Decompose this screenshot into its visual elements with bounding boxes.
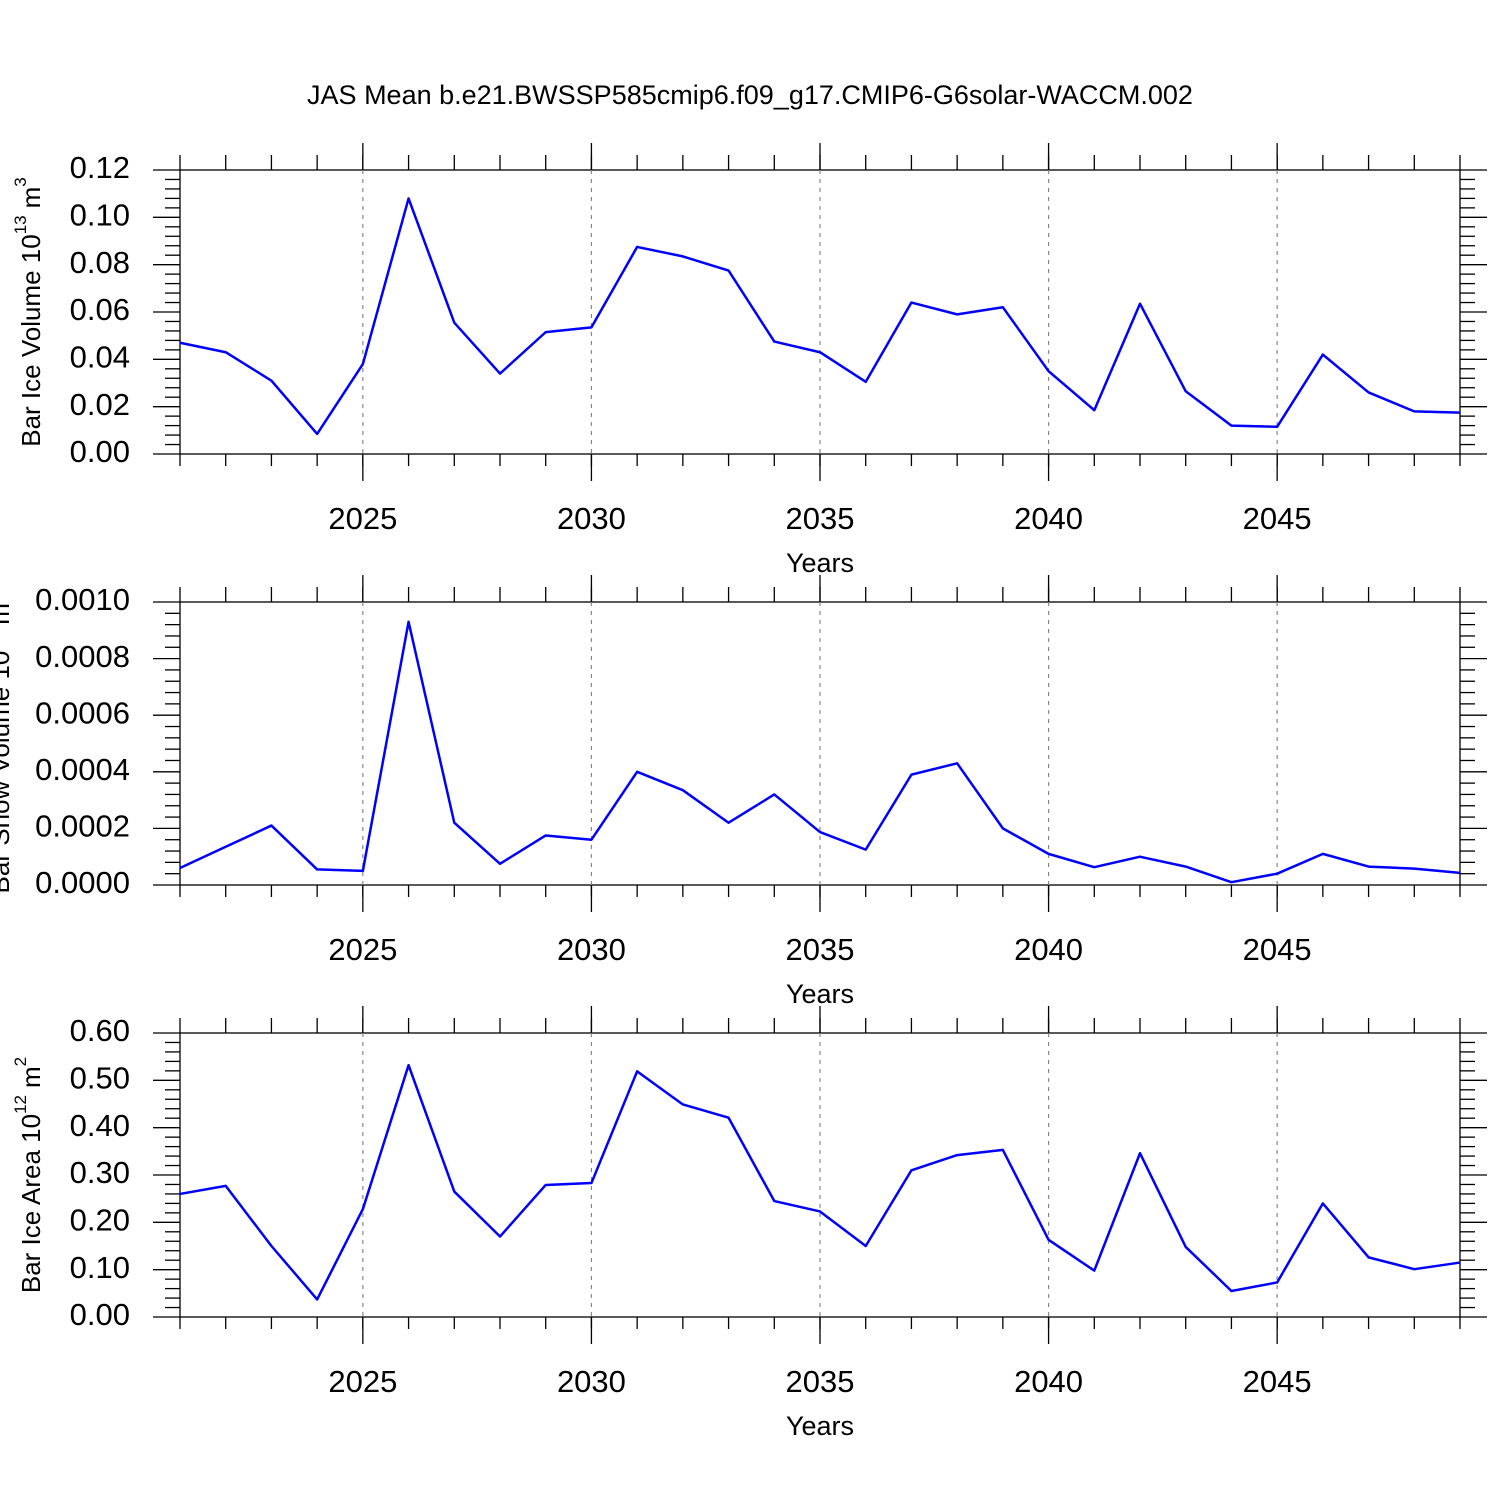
data-line [179,620,1461,884]
y-axis-title: Bar Snow Volume 1013m3 [0,594,15,894]
y-axis-title-unit: m [16,1066,46,1088]
y-tick-label: 0.20 [70,1203,130,1238]
y-tick-label: 0.0008 [35,639,130,674]
y-axis-title-text: Bar Snow Volume 10 [0,651,15,894]
x-tick-label: 2045 [1243,501,1312,536]
y-axis-title-text: Bar Ice Area 10 [16,1114,46,1293]
data-line [179,1063,1461,1301]
x-tick-label: 2045 [1243,932,1312,967]
y-tick-label: 0.10 [70,198,130,233]
y-tick-label: 0.06 [70,292,130,327]
y-axis-title-unit: m [16,187,46,209]
x-axis-title: Years [786,1411,854,1441]
y-tick-label: 0.50 [70,1061,130,1096]
x-axis-title: Years [786,548,854,578]
data-line [179,197,1461,436]
x-tick-label: 2035 [786,932,855,967]
y-axis-title: Bar Ice Volume 1013 m3 [11,177,45,447]
y-axis-title-unit-exponent: 3 [11,177,30,186]
y-axis-title-text: Bar Ice Volume 10 [16,234,46,446]
y-tick-label: 0.30 [70,1155,130,1190]
y-tick-label: 0.08 [70,245,130,280]
y-tick-label: 0.0000 [35,865,130,900]
y-tick-label: 0.0006 [35,695,130,730]
x-tick-label: 2035 [786,501,855,536]
y-axis-title-exponent: 13 [11,215,30,234]
chart-title: JAS Mean b.e21.BWSSP585cmip6.f09_g17.CMI… [307,80,1193,110]
y-tick-label: 0.00 [70,434,130,469]
x-tick-label: 2025 [328,1364,397,1399]
y-axis-title: Bar Ice Area 1012 m2 [11,1057,45,1293]
y-axis-title-unit-exponent: 2 [11,1057,30,1066]
y-tick-label: 0.0004 [35,752,130,787]
y-axis-title-exponent: 12 [11,1095,30,1114]
x-tick-label: 2030 [557,501,626,536]
x-tick-label: 2045 [1243,1364,1312,1399]
x-tick-label: 2040 [1014,501,1083,536]
x-tick-label: 2030 [557,1364,626,1399]
x-tick-label: 2025 [328,932,397,967]
x-tick-label: 2030 [557,932,626,967]
x-axis-title: Years [786,979,854,1009]
y-tick-label: 0.02 [70,387,130,422]
x-tick-label: 2035 [786,1364,855,1399]
x-tick-label: 2040 [1014,932,1083,967]
y-tick-label: 0.04 [70,340,130,375]
x-tick-label: 2040 [1014,1364,1083,1399]
plot-frame [179,169,1461,455]
plot-frame [179,1032,1461,1318]
y-tick-label: 0.10 [70,1250,130,1285]
y-tick-label: 0.00 [70,1297,130,1332]
y-tick-label: 0.12 [70,150,130,185]
y-axis-title-unit: m [0,603,15,625]
y-tick-label: 0.40 [70,1108,130,1143]
y-tick-label: 0.60 [70,1013,130,1048]
y-tick-label: 0.0010 [35,582,130,617]
x-tick-label: 2025 [328,501,397,536]
plot-frame [179,601,1461,886]
y-tick-label: 0.0002 [35,809,130,844]
